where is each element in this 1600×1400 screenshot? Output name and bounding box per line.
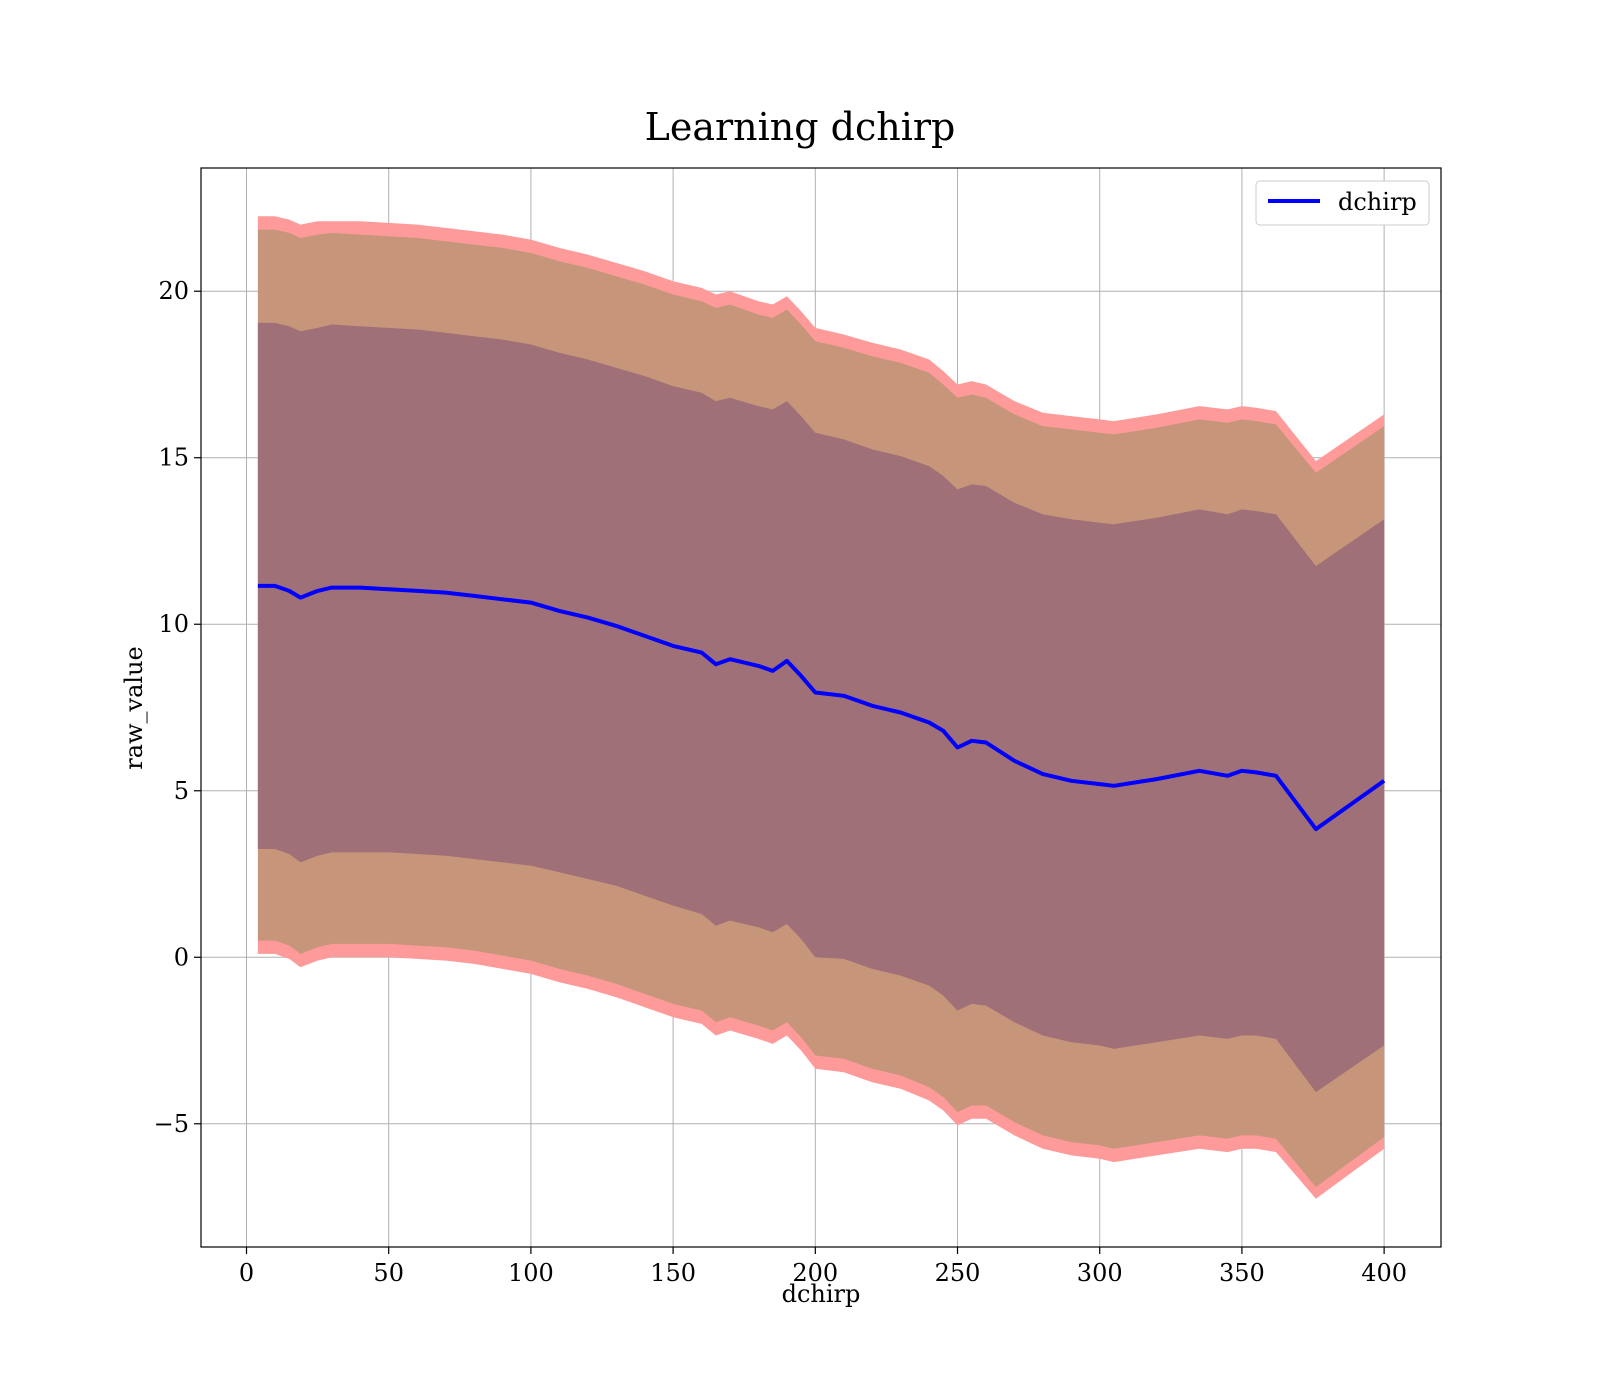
ticks: 0 50 100 150 200 250 300 350 400 −5 0 5 10 15 20 [154,277,1407,1287]
x-tick-label-7: 350 [1219,1259,1265,1287]
y-tick-label-1: 0 [174,943,189,971]
legend: dchirp [1255,180,1430,226]
x-tick-label-8: 400 [1361,1259,1407,1287]
series-group [257,583,1386,832]
legend-box [1255,180,1430,226]
x-tick-label-0: 0 [239,1259,254,1287]
band-inner [257,322,1385,1093]
y-tick-label-0: −5 [154,1110,189,1138]
x-tick-label-6: 300 [1077,1259,1123,1287]
x-tick-label-2: 100 [508,1259,554,1287]
chart-title: Learning dchirp [645,105,956,149]
y-tick-label-2: 5 [174,777,189,805]
x-tick-label-4: 200 [792,1259,838,1287]
confidence-bands [257,216,1385,1199]
y-axis-label: raw_value [120,646,148,770]
x-tick-label-1: 50 [373,1259,404,1287]
x-tick-label-3: 150 [650,1259,696,1287]
x-tick-label-5: 250 [935,1259,981,1287]
y-tick-label-3: 10 [158,610,189,638]
y-tick-label-4: 15 [158,444,189,472]
legend-label-dchirp: dchirp [1338,188,1417,216]
plot-frame [200,167,1442,1248]
series-line-dchirp [257,583,1386,832]
y-tick-label-5: 20 [158,277,189,305]
x-axis-label: dchirp [782,1280,861,1308]
